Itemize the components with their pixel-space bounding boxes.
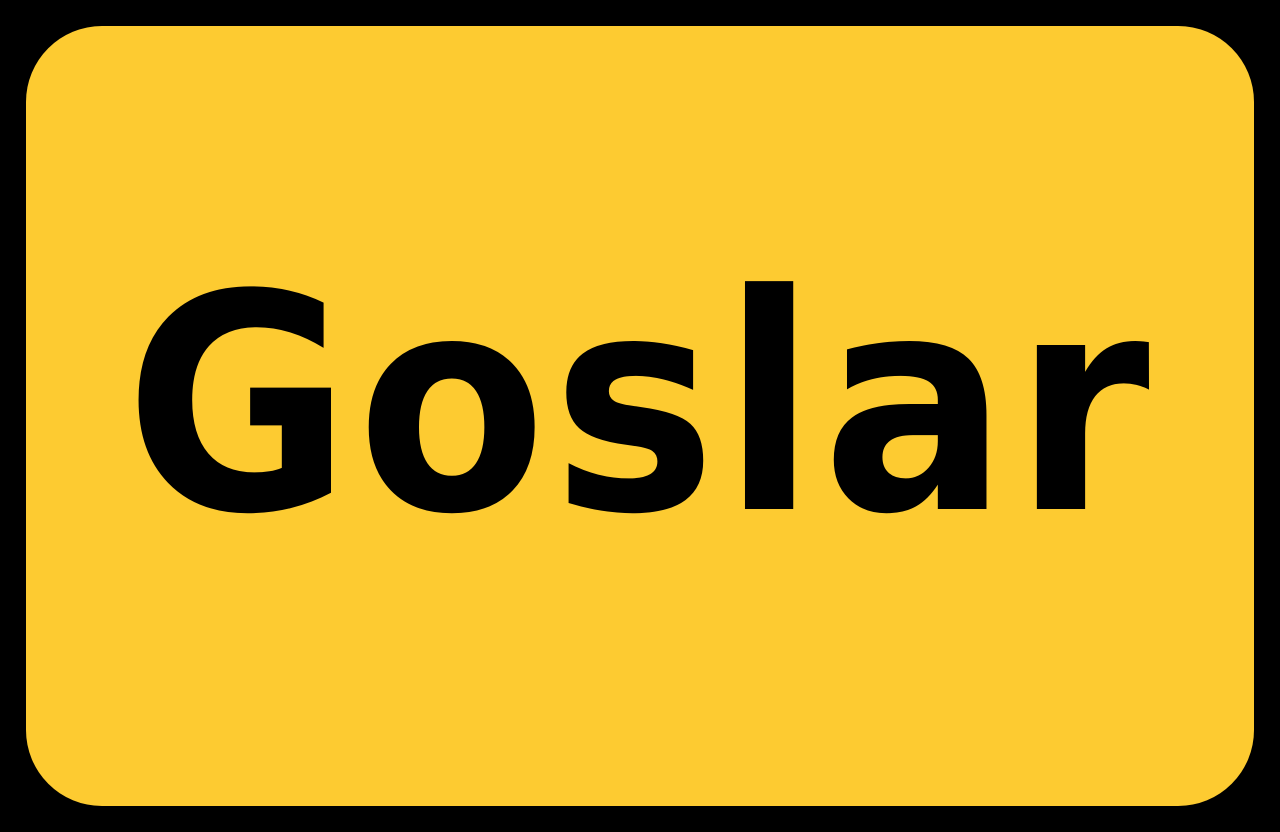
town-name: Goslar	[124, 231, 1156, 580]
sign-face: Goslar	[26, 26, 1254, 806]
